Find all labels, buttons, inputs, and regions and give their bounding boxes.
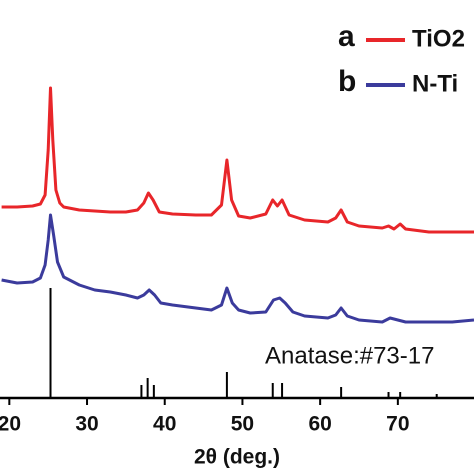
legend-label: TiO2: [412, 25, 465, 52]
legend-letter: a: [338, 20, 355, 53]
x-tick-label: 70: [386, 413, 409, 436]
data-line: [1, 213, 474, 324]
x-tick-label: 40: [153, 413, 176, 436]
x-tick-label: 30: [75, 413, 98, 436]
x-tick-label: 50: [231, 413, 254, 436]
legend-label: N-Ti: [412, 70, 458, 97]
x-tick-label: 20: [0, 413, 21, 436]
x-axis-title: 2θ (deg.): [194, 446, 280, 469]
legend-letter: b: [338, 65, 356, 98]
x-tick-label: 60: [308, 413, 331, 436]
data-line: [1, 86, 474, 234]
reference-label: Anatase:#73-17: [265, 342, 434, 369]
